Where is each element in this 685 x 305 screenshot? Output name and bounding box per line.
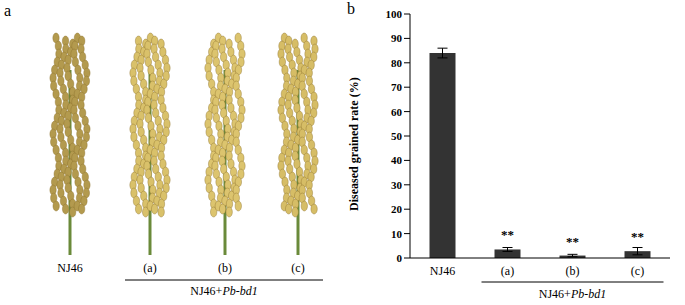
html-text:b: b: [347, 0, 355, 17]
svg-text:(c): (c): [631, 264, 644, 278]
svg-text:50: 50: [391, 130, 403, 142]
svg-text:NJ46: NJ46: [430, 264, 455, 278]
svg-text:NJ46: NJ46: [57, 261, 82, 275]
svg-text:(a): (a): [501, 264, 514, 278]
svg-text:20: 20: [391, 203, 403, 215]
svg-text:(b): (b): [566, 264, 580, 278]
svg-text:a: a: [4, 2, 11, 19]
svg-text:100: 100: [386, 8, 403, 20]
svg-text:NJ46+Pb-bd1: NJ46+Pb-bd1: [190, 284, 257, 298]
svg-text:0: 0: [397, 252, 403, 264]
svg-text:40: 40: [391, 154, 403, 166]
svg-text:60: 60: [391, 106, 403, 118]
svg-text:70: 70: [391, 81, 403, 93]
svg-text:90: 90: [391, 32, 403, 44]
svg-text:10: 10: [391, 228, 403, 240]
svg-text:(a): (a): [143, 261, 156, 275]
svg-text:**: **: [501, 227, 514, 242]
svg-text:80: 80: [391, 57, 403, 69]
svg-text:**: **: [566, 234, 579, 249]
svg-text:NJ46+Pb-bd1: NJ46+Pb-bd1: [539, 287, 606, 301]
svg-text:30: 30: [391, 179, 403, 191]
svg-text:(b): (b): [218, 261, 232, 275]
svg-text:(c): (c): [291, 261, 304, 275]
svg-text:Diseased grained rate (%): Diseased grained rate (%): [347, 77, 361, 211]
svg-text:**: **: [631, 229, 644, 244]
